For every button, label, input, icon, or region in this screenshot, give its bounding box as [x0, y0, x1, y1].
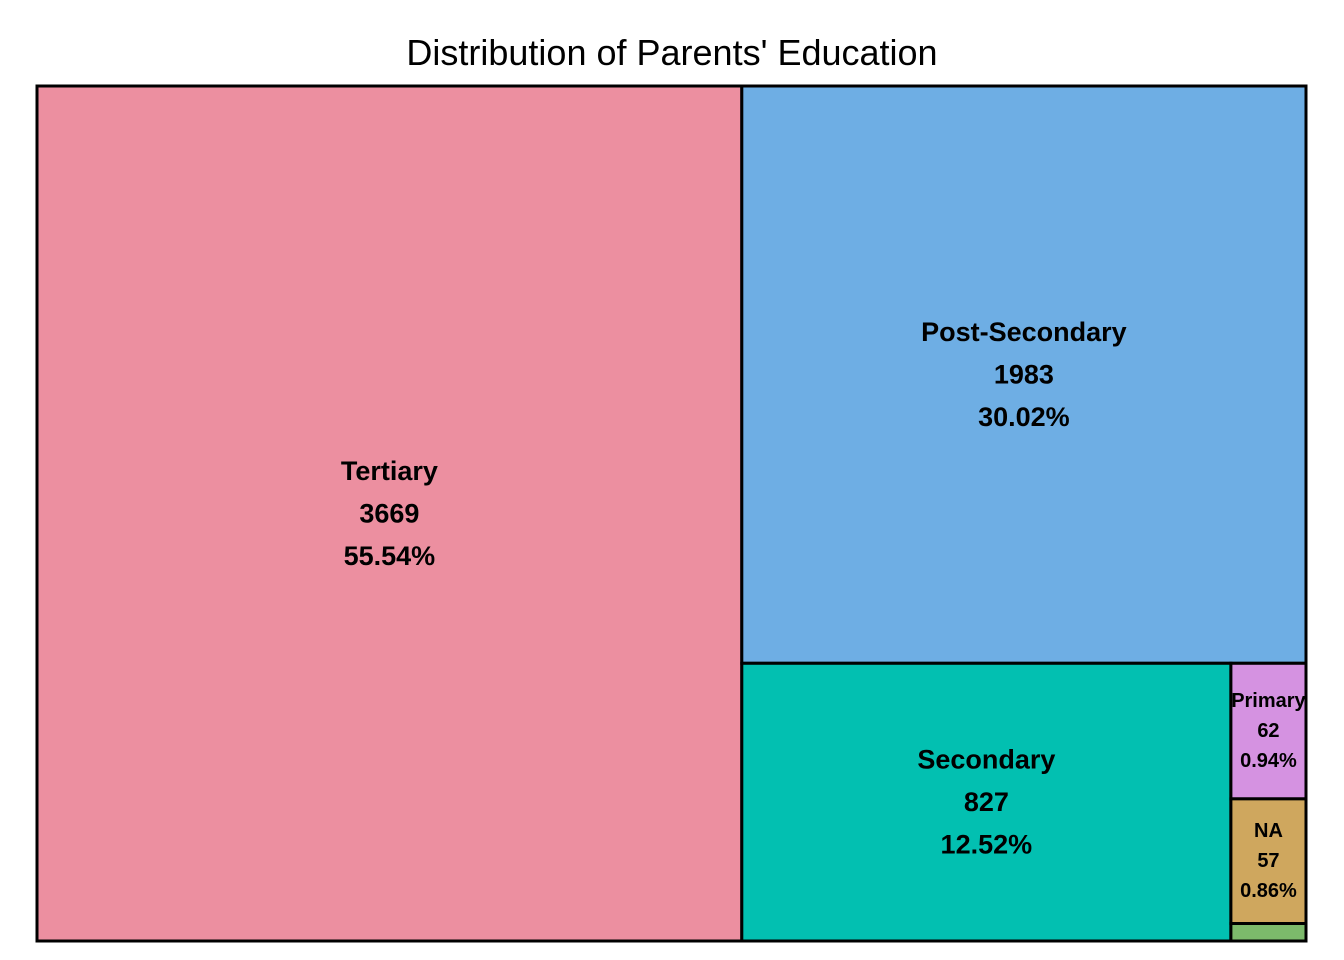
- chart-title: Distribution of Parents' Education: [406, 32, 938, 73]
- treemap-percent-post-secondary: 30.02%: [978, 402, 1070, 432]
- treemap-percent-na: 0.86%: [1240, 880, 1297, 902]
- treemap-tile-post-secondary: [740, 84, 1308, 665]
- treemap-percent-primary: 0.94%: [1240, 750, 1297, 772]
- treemap-label-na: NA: [1254, 820, 1283, 842]
- treemap-percent-secondary: 12.52%: [941, 830, 1033, 860]
- treemap-count-post-secondary: 1983: [994, 360, 1054, 390]
- treemap-tile-unlabeled: [1229, 922, 1308, 943]
- treemap-count-na: 57: [1257, 850, 1279, 872]
- treemap-count-primary: 62: [1257, 720, 1279, 742]
- treemap-count-tertiary: 3669: [359, 499, 419, 529]
- treemap-label-secondary: Secondary: [917, 745, 1055, 775]
- treemap-count-secondary: 827: [964, 787, 1009, 817]
- treemap-label-tertiary: Tertiary: [341, 456, 438, 486]
- treemap-label-primary: Primary: [1231, 690, 1306, 712]
- treemap-percent-tertiary: 55.54%: [344, 541, 436, 571]
- treemap-tile-tertiary: [35, 84, 744, 943]
- treemap-label-post-secondary: Post-Secondary: [921, 317, 1127, 347]
- treemap-tile-secondary: [740, 661, 1233, 943]
